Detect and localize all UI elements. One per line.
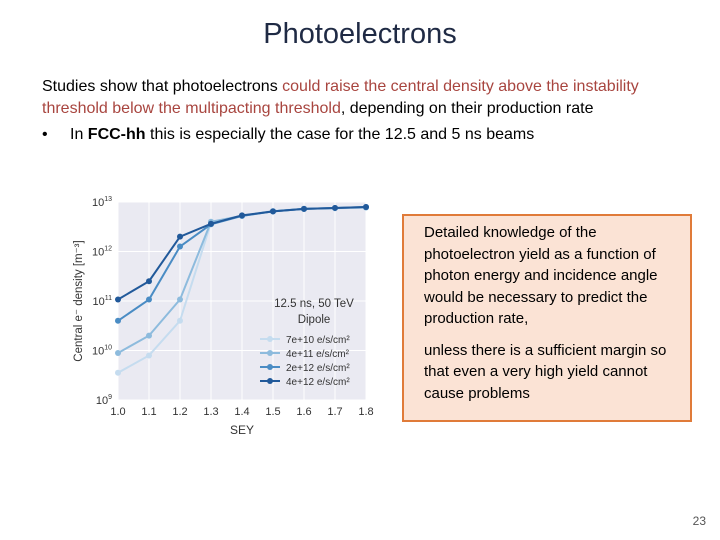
data-point: [115, 296, 121, 303]
x-tick-label: 1.8: [358, 406, 373, 418]
data-point: [115, 349, 121, 356]
x-tick-label: 1.5: [265, 406, 280, 418]
bullet-prefix: In: [70, 126, 88, 143]
bullet-dot: •: [42, 126, 48, 143]
chart-annotation-line2: Dipole: [298, 314, 331, 326]
data-point: [146, 352, 152, 359]
data-point: [270, 208, 276, 215]
callout-text-1: Detailed knowledge of the photoelectron …: [424, 224, 658, 327]
data-point: [146, 278, 152, 285]
legend-marker: [267, 364, 273, 370]
data-point: [301, 205, 307, 212]
slide-title: Photoelectrons: [263, 18, 457, 50]
data-point: [208, 220, 214, 227]
data-point: [363, 203, 369, 210]
data-point: [177, 296, 183, 303]
data-point: [332, 204, 338, 211]
bullet-text: In FCC-hh this is especially the case fo…: [70, 124, 534, 146]
callout-text-2: unless there is a sufficient margin so t…: [424, 341, 667, 402]
x-tick-label: 1.1: [141, 406, 156, 418]
callout-box: Detailed knowledge of the photoelectron …: [402, 214, 692, 422]
x-tick-label: 1.2: [172, 406, 187, 418]
bullet-rest: this is especially the case for the 12.5…: [145, 126, 535, 143]
y-axis-label: Central e⁻ density [m⁻³]: [73, 240, 85, 361]
y-tick-label: 109: [96, 394, 112, 407]
x-tick-label: 1.4: [234, 406, 249, 418]
chart-annotation-line1: 12.5 ns, 50 TeV: [274, 298, 354, 310]
y-tick-label: 1010: [92, 345, 112, 358]
intro-text-end: , depending on their production rate: [340, 100, 594, 117]
legend-label: 2e+12 e/s/cm²: [286, 363, 350, 374]
x-tick-label: 1.6: [296, 406, 311, 418]
data-point: [115, 369, 121, 376]
x-tick-label: 1.0: [110, 406, 125, 418]
x-axis-label: SEY: [230, 423, 254, 437]
legend-label: 7e+10 e/s/cm²: [286, 335, 350, 346]
data-point: [146, 296, 152, 303]
intro-text-start: Studies show that photoelectrons: [42, 78, 283, 95]
legend-marker: [267, 378, 273, 384]
x-tick-label: 1.7: [327, 406, 342, 418]
legend-label: 4e+11 e/s/cm²: [286, 349, 350, 360]
y-tick-label: 1012: [92, 246, 112, 259]
data-point: [115, 317, 121, 324]
electron-density-chart: 1.0 1.1 1.2 1.3 1.4 1.5 1.6 1.7 1.8 109 1010 1011 10…: [73, 196, 374, 437]
data-point: [146, 332, 152, 339]
data-point: [177, 317, 183, 324]
legend-marker: [267, 350, 273, 356]
data-point: [239, 212, 245, 219]
x-tick-label: 1.3: [203, 406, 218, 418]
y-tick-label: 1013: [92, 196, 112, 209]
page-number: 23: [692, 514, 706, 528]
legend-marker: [267, 336, 273, 342]
y-tick-label: 1011: [92, 295, 112, 308]
legend-label: 4e+12 e/s/cm²: [286, 377, 350, 388]
data-point: [177, 243, 183, 250]
bullet-bold-term: FCC-hh: [87, 126, 146, 143]
intro-text-highlight: could raise the central density above th…: [42, 78, 639, 117]
intro-paragraph: Studies show that photoelectrons could r…: [42, 76, 692, 120]
data-point: [177, 233, 183, 240]
